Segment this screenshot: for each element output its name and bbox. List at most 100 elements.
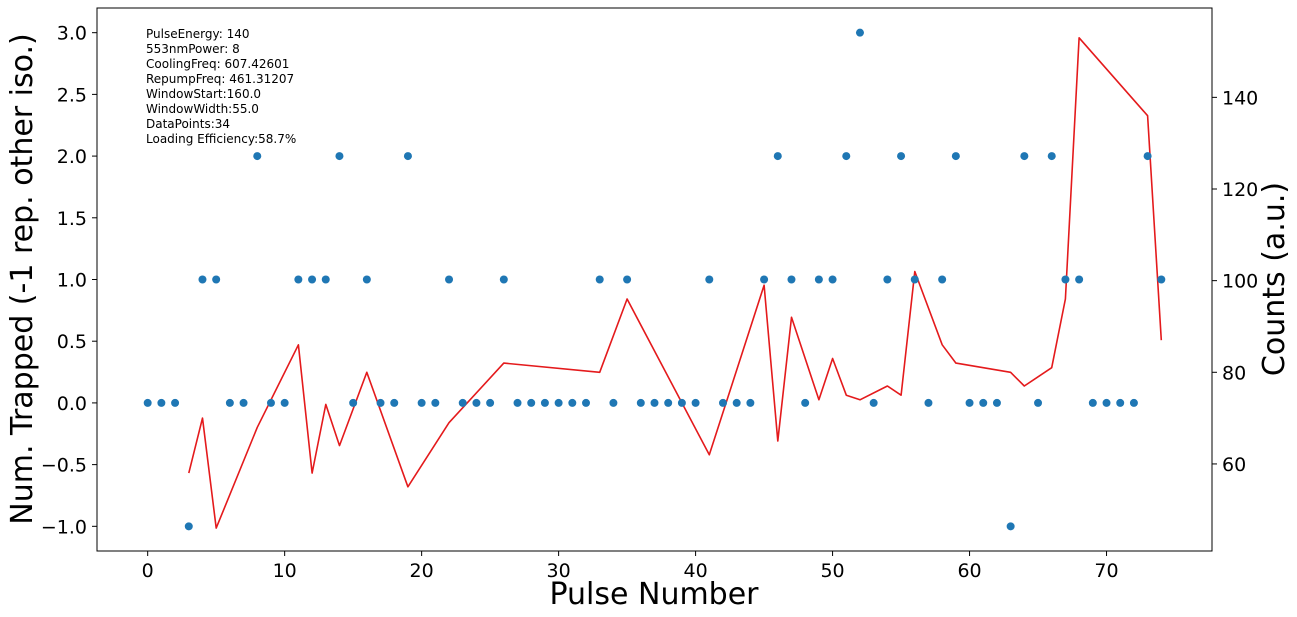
data-point: [691, 398, 700, 407]
data-point: [527, 398, 536, 407]
data-point: [253, 152, 262, 161]
y-tick-label: 2.5: [57, 84, 87, 106]
data-point: [321, 275, 330, 284]
data-point: [1116, 398, 1125, 407]
data-point: [308, 275, 317, 284]
data-point: [869, 398, 878, 407]
x-tick-label: 30: [547, 560, 571, 582]
annotation-line: RepumpFreq: 461.31207: [146, 72, 294, 86]
data-point: [349, 398, 358, 407]
data-point: [431, 398, 440, 407]
data-point: [883, 275, 892, 284]
data-point: [814, 275, 823, 284]
data-point: [773, 152, 782, 161]
data-point: [760, 275, 769, 284]
x-axis: 0 10 20 30 40 50 60 70: [142, 551, 1119, 582]
data-point: [650, 398, 659, 407]
y-tick-label: 1.0: [57, 270, 87, 292]
data-point: [499, 275, 508, 284]
annotation-line: WindowWidth:55.0: [146, 102, 259, 116]
trapped-series: [143, 28, 1166, 531]
x-tick-label: 20: [410, 560, 434, 582]
data-point: [1075, 275, 1084, 284]
annotation-line: WindowStart:160.0: [146, 87, 261, 101]
data-point: [225, 398, 234, 407]
annotation-line: Loading Efficiency:58.7%: [146, 132, 296, 146]
data-point: [212, 275, 221, 284]
data-point: [938, 275, 947, 284]
data-point: [540, 398, 549, 407]
data-point: [965, 398, 974, 407]
data-point: [842, 152, 851, 161]
right-y-axis: 60 80 100 120 140: [1212, 87, 1258, 476]
data-point: [1020, 152, 1029, 161]
data-point: [1157, 275, 1166, 284]
data-point: [362, 275, 371, 284]
data-point: [1061, 275, 1070, 284]
data-point: [855, 28, 864, 37]
y-tick-label: 3.0: [57, 23, 87, 45]
data-point: [910, 275, 919, 284]
data-point: [1006, 522, 1015, 531]
annotation-line: DataPoints:34: [146, 117, 230, 131]
data-point: [623, 275, 632, 284]
data-point: [171, 398, 180, 407]
data-point: [636, 398, 645, 407]
y-tick-label: 1.5: [57, 208, 87, 230]
left-y-axis: −1.0 −0.5 0.0 0.5 1.0 1.5 2.0 2.5 3.0: [41, 23, 97, 538]
data-point: [417, 398, 426, 407]
data-point: [801, 398, 810, 407]
right-y-tick-label: 120: [1222, 179, 1258, 201]
right-y-tick-label: 80: [1222, 362, 1246, 384]
data-point: [582, 398, 591, 407]
data-point: [897, 152, 906, 161]
x-tick-label: 10: [273, 560, 297, 582]
data-point: [828, 275, 837, 284]
data-point: [664, 398, 673, 407]
data-point: [718, 398, 727, 407]
left-y-axis-title: Num. Trapped (-1 rep. other iso.): [5, 33, 40, 524]
data-point: [184, 522, 193, 531]
y-tick-label: 2.0: [57, 146, 87, 168]
right-y-tick-label: 140: [1222, 87, 1258, 109]
data-point: [157, 398, 166, 407]
annotation-line: PulseEnergy: 140: [146, 27, 250, 41]
data-point: [1034, 398, 1043, 407]
x-tick-label: 40: [683, 560, 707, 582]
counts-line: [188, 36, 1163, 529]
x-tick-label: 0: [142, 560, 154, 582]
x-tick-label: 60: [957, 560, 981, 582]
data-point: [609, 398, 618, 407]
data-point: [924, 398, 933, 407]
data-point: [979, 398, 988, 407]
data-point: [280, 398, 289, 407]
data-point: [390, 398, 399, 407]
data-point: [746, 398, 755, 407]
plot-area: [96, 7, 1213, 552]
counts-series: [188, 36, 1163, 529]
y-tick-label: −0.5: [41, 455, 87, 477]
annotation-line: 553nmPower: 8: [146, 42, 240, 56]
x-axis-title: Pulse Number: [549, 577, 759, 612]
data-point: [787, 275, 796, 284]
right-y-tick-label: 60: [1222, 454, 1246, 476]
data-point: [376, 398, 385, 407]
data-point: [677, 398, 686, 407]
x-tick-label: 70: [1094, 560, 1118, 582]
data-point: [335, 152, 344, 161]
y-tick-label: −1.0: [41, 516, 87, 538]
data-point: [472, 398, 481, 407]
data-point: [1143, 152, 1152, 161]
y-tick-label: 0.5: [57, 331, 87, 353]
data-point: [1047, 152, 1056, 161]
data-point: [705, 275, 714, 284]
data-point: [266, 398, 275, 407]
data-point: [732, 398, 741, 407]
data-point: [568, 398, 577, 407]
x-tick-label: 50: [820, 560, 844, 582]
data-point: [403, 152, 412, 161]
right-y-axis-title: Counts (a.u.): [1257, 182, 1292, 376]
data-point: [1129, 398, 1138, 407]
